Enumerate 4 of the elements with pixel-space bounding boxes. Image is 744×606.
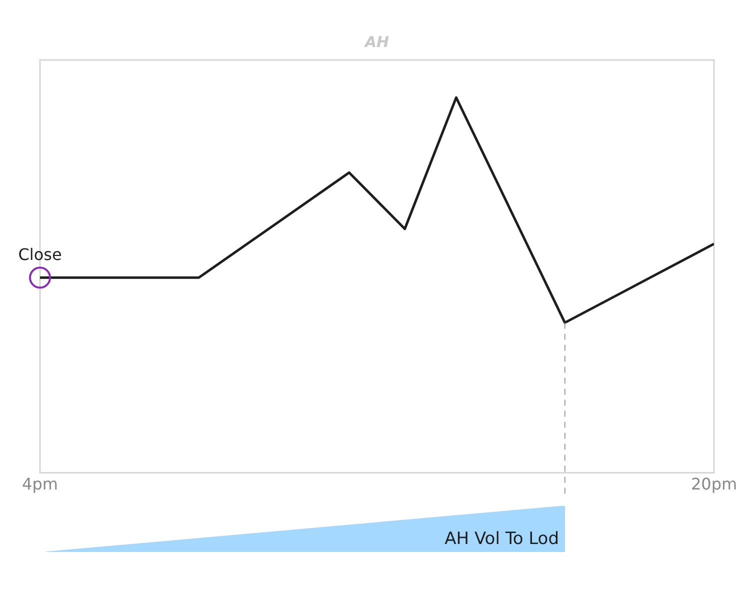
annotation: Close xyxy=(18,244,62,264)
series-label: AH Vol To Lod xyxy=(444,528,559,549)
x-tick-label: 20pm xyxy=(690,474,738,494)
x-tick-label: 4pm xyxy=(22,474,58,494)
